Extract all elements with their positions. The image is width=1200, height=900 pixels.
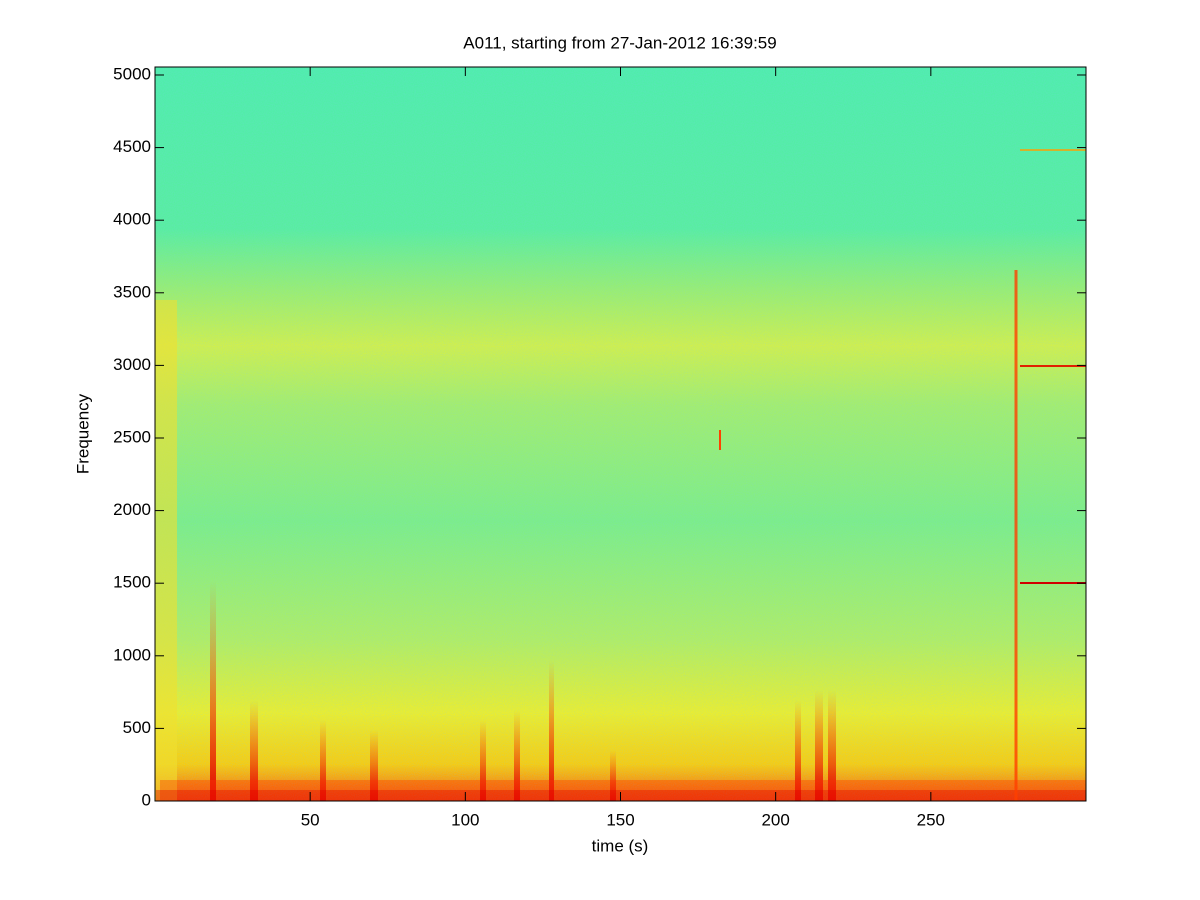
x-tick-label: 100 (451, 810, 479, 829)
x-tick-label: 150 (606, 810, 634, 829)
y-tick-label: 2500 (113, 427, 151, 446)
y-tick-label: 2000 (113, 500, 151, 519)
y-tick-label: 3500 (113, 282, 151, 301)
y-tick-label: 3000 (113, 355, 151, 374)
y-tick-label: 5000 (113, 64, 151, 83)
x-tick-label: 250 (917, 810, 945, 829)
y-tick-label: 1500 (113, 573, 151, 592)
x-tick-label: 200 (761, 810, 789, 829)
x-axis-label: time (s) (592, 836, 649, 855)
x-tick-label: 50 (301, 810, 320, 829)
y-axis-label: Frequency (73, 393, 92, 474)
spectrogram-image (155, 67, 1086, 801)
y-tick-label: 1000 (113, 645, 151, 664)
chart-title: A011, starting from 27-Jan-2012 16:39:59 (463, 33, 776, 52)
y-tick-label: 4500 (113, 137, 151, 156)
y-tick-label: 500 (123, 718, 151, 737)
y-tick-label: 4000 (113, 210, 151, 229)
y-tick-label: 0 (142, 790, 151, 809)
